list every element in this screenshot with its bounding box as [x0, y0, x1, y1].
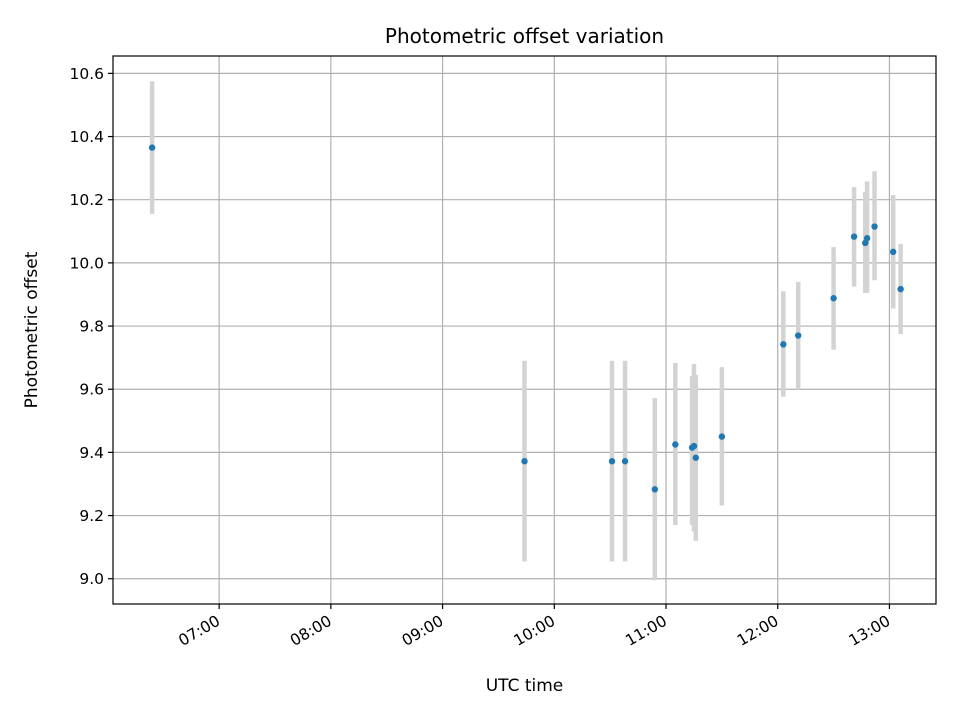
- data-point: [621, 458, 629, 465]
- data-point: [651, 486, 659, 493]
- data-point: [871, 223, 878, 230]
- data-point: [148, 144, 156, 151]
- data-point: [830, 295, 837, 302]
- y-tick-label: 10.4: [69, 128, 104, 146]
- y-tick-label: 9.4: [79, 444, 104, 462]
- grid: [113, 56, 936, 604]
- y-tick-label: 10.0: [69, 254, 104, 272]
- y-tick-label: 9.2: [79, 507, 104, 525]
- x-axis-title: UTC time: [486, 676, 564, 696]
- data-point: [521, 458, 528, 465]
- data-point: [850, 233, 858, 240]
- y-tick-label: 9.8: [79, 318, 104, 336]
- y-tick-label: 9.0: [79, 570, 104, 588]
- data-point: [690, 442, 698, 450]
- data-point: [795, 332, 802, 339]
- plot-frame: [112, 55, 937, 605]
- y-axis-ticks: 9.0 9.2 9.4 9.6 9.8 10.0 10.2 10.4 10.6: [69, 65, 113, 588]
- chart-title: Photometric offset variation: [385, 24, 664, 48]
- data-points: [148, 144, 904, 493]
- y-axis-title: Photometric offset: [22, 251, 42, 408]
- data-point: [863, 235, 871, 242]
- data-point: [889, 248, 897, 256]
- data-point: [780, 341, 787, 348]
- data-point: [897, 285, 904, 293]
- y-tick-label: 9.6: [79, 381, 104, 399]
- y-tick-label: 10.2: [69, 191, 104, 209]
- data-point: [672, 441, 679, 448]
- y-tick-label: 10.6: [69, 65, 104, 83]
- data-point: [692, 454, 700, 461]
- data-point: [608, 458, 616, 465]
- data-point: [718, 433, 726, 440]
